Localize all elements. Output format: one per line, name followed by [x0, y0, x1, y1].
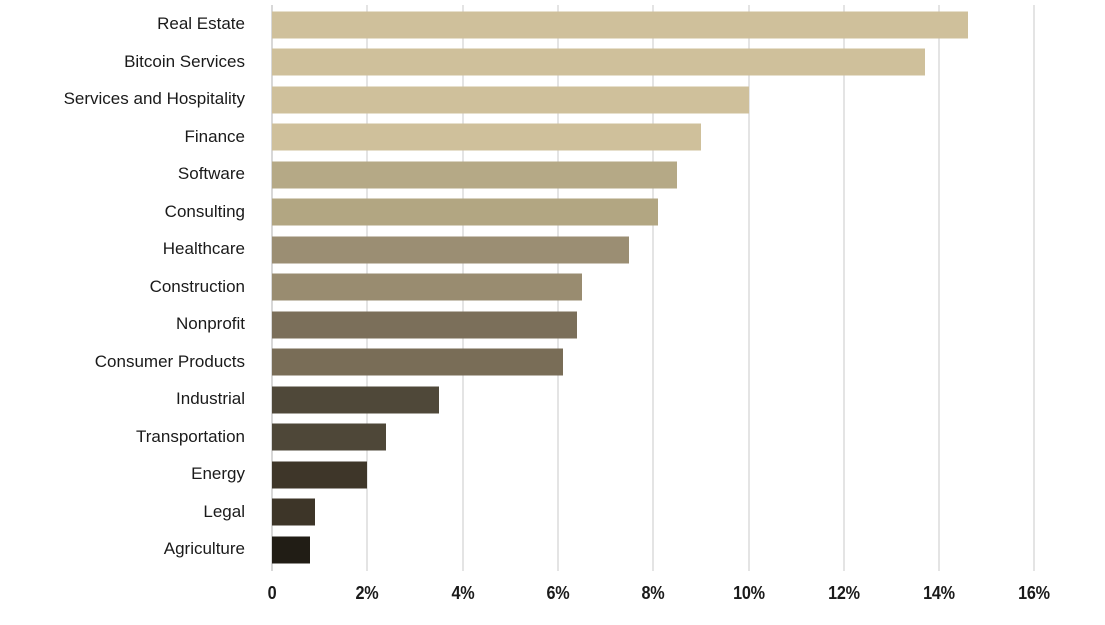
x-axis-spacer: [0, 573, 272, 617]
category-label: Nonprofit: [176, 314, 245, 334]
bar-row: Consumer Products: [0, 344, 1105, 382]
bar-track: [272, 419, 1105, 457]
category-label: Real Estate: [157, 14, 245, 34]
x-tick-label: 10%: [732, 582, 765, 603]
gridline: [652, 5, 655, 571]
bar: [272, 198, 658, 226]
bar-track: [272, 6, 1105, 44]
bar-track: [272, 531, 1105, 569]
x-tick-label: 14%: [923, 582, 955, 603]
bar-track: [272, 269, 1105, 307]
bar: [272, 11, 968, 39]
bar: [272, 123, 701, 151]
x-tick-label: 4%: [451, 582, 475, 603]
category-label: Energy: [191, 464, 245, 484]
x-tick-label: 12%: [827, 582, 860, 603]
bar-row: Nonprofit: [0, 306, 1105, 344]
gridline: [747, 5, 750, 571]
bar: [272, 461, 368, 489]
bar-track: [272, 456, 1105, 494]
category-label: Bitcoin Services: [124, 51, 245, 71]
category-label: Consulting: [164, 201, 245, 221]
bar-row: Healthcare: [0, 231, 1105, 269]
x-tick-label: 8%: [641, 582, 665, 603]
category-label: Legal: [203, 501, 245, 521]
bar-track: [272, 306, 1105, 344]
gridline: [842, 5, 845, 571]
category-label: Finance: [184, 126, 245, 146]
bar-track: [272, 44, 1105, 82]
category-label: Consumer Products: [94, 351, 245, 371]
bar-row: Services and Hospitality: [0, 81, 1105, 119]
x-axis-track: 0 2% 4% 6% 8% 10% 12% 14% 16%: [268, 573, 1105, 617]
bar-track: [272, 231, 1105, 269]
bar: [272, 161, 678, 189]
bar-track: [272, 194, 1105, 232]
bar-row: Construction: [0, 269, 1105, 307]
bar-track: [272, 494, 1105, 532]
gridline: [1033, 5, 1036, 571]
x-tick-label: 2%: [355, 582, 379, 603]
bar-row: Consulting: [0, 194, 1105, 232]
bar: [272, 311, 577, 339]
bar-row: Legal: [0, 494, 1105, 532]
x-tick-label: 16%: [1018, 582, 1051, 603]
bar-row: Industrial: [0, 381, 1105, 419]
bar-row: Finance: [0, 119, 1105, 157]
bar: [272, 273, 582, 301]
bar-track: [272, 156, 1105, 194]
category-label: Transportation: [136, 426, 245, 446]
x-tick-label: 0: [267, 582, 277, 603]
bar-row: Agriculture: [0, 531, 1105, 569]
bar: [272, 536, 311, 564]
bar-track: [272, 81, 1105, 119]
bar: [272, 48, 925, 76]
bar-row: Software: [0, 156, 1105, 194]
category-label: Services and Hospitality: [63, 89, 245, 109]
bar-row: Bitcoin Services: [0, 44, 1105, 82]
category-label: Software: [177, 164, 245, 184]
bar-track: [272, 344, 1105, 382]
bar: [272, 498, 315, 526]
bar: [272, 348, 563, 376]
bar-track: [272, 381, 1105, 419]
bar: [272, 86, 749, 114]
gridline: [938, 5, 941, 571]
bar-row: Energy: [0, 456, 1105, 494]
category-label: Healthcare: [162, 239, 245, 259]
bar-track: [272, 119, 1105, 157]
bar: [272, 386, 439, 414]
category-label: Industrial: [176, 389, 245, 409]
bar: [272, 236, 630, 264]
category-label: Agriculture: [163, 539, 245, 559]
x-axis: 0 2% 4% 6% 8% 10% 12% 14% 16%: [0, 573, 1105, 617]
x-tick-label: 6%: [546, 582, 570, 603]
category-label: Construction: [149, 276, 245, 296]
bar-rows: Real Estate Bitcoin Services Services and …: [0, 6, 1105, 569]
bar-row: Transportation: [0, 419, 1105, 457]
bar-row: Real Estate: [0, 6, 1105, 44]
bar: [272, 423, 387, 451]
